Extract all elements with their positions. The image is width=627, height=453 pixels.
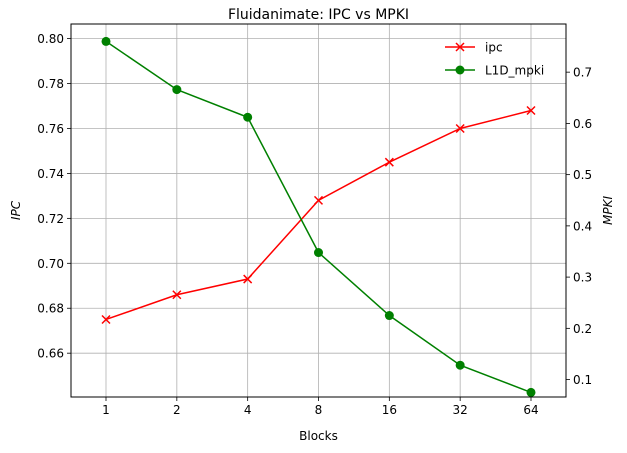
ticks: 1 2 4 8 16 32 64 0.66 0.68 0.70 0.72 0.74 0.76 0.78 0.… [37,32,592,417]
y-tick-label-left: 0.70 [37,257,64,271]
series-layer [101,36,536,397]
data-point-l1d-mpki [243,112,253,122]
data-point-ipc [455,123,465,134]
legend-label-l1d-mpki: L1D_mpki [485,64,544,78]
legend: ipc L1D_mpki [445,41,544,78]
data-point-l1d-mpki [101,36,111,46]
data-point-l1d-mpki [526,387,536,397]
data-point-l1d-mpki [172,85,182,95]
x-tick-label: 1 [102,403,110,417]
y-tick-label-left: 0.80 [37,32,64,46]
grid [71,24,566,397]
y-tick-label-left: 0.72 [37,212,64,226]
data-point-ipc [384,157,394,167]
chart-title: Fluidanimate: IPC vs MPKI [228,7,409,23]
data-point-l1d-mpki [384,311,394,321]
data-point-l1d-mpki [314,248,323,258]
legend-label-ipc: ipc [485,41,503,55]
x-tick-label: 64 [523,403,538,417]
x-tick-label: 4 [244,403,252,417]
y-tick-label-left: 0.66 [37,347,64,361]
x-tick-label: 32 [453,403,468,417]
y-tick-label-left: 0.74 [37,167,64,181]
data-point-ipc [172,290,182,300]
x-axis-label: Blocks [299,429,338,443]
legend-marker-circle-icon [455,65,465,75]
y-tick-label-right: 0.5 [573,168,592,182]
x-tick-label: 2 [173,403,181,417]
data-point-ipc [526,105,536,116]
y-tick-label-right: 0.3 [573,271,592,285]
legend-entry-ipc: ipc [445,41,503,55]
y-axis-label-right: MPKI [601,196,615,225]
data-point-ipc [313,195,324,205]
legend-entry-l1d-mpki: L1D_mpki [445,64,544,78]
y-tick-label-left: 0.78 [37,77,64,91]
y-axis-label-left: IPC [9,200,23,220]
data-point-ipc [101,314,111,325]
legend-marker-x-icon [455,42,465,52]
y-tick-label-right: 0.6 [573,117,592,131]
x-tick-label: 16 [382,403,397,417]
data-point-ipc [243,274,253,284]
y-tick-label-right: 0.1 [573,373,592,387]
y-tick-label-left: 0.68 [37,302,64,316]
y-tick-label-right: 0.7 [573,66,592,80]
y-tick-label-right: 0.2 [573,322,592,336]
x-tick-label: 8 [315,403,323,417]
data-point-l1d-mpki [455,360,465,370]
y-tick-label-right: 0.4 [573,219,592,233]
y-tick-label-left: 0.76 [37,122,64,136]
